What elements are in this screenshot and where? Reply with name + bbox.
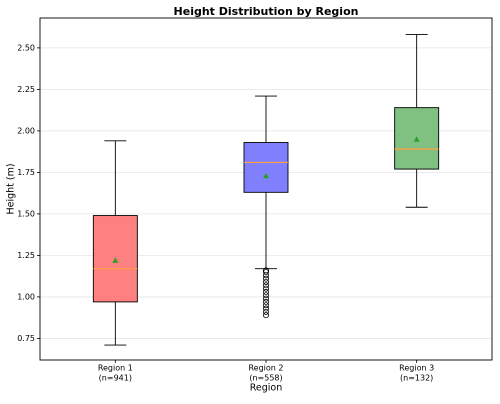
- outlier: [262, 278, 269, 285]
- mean-marker: [112, 257, 119, 263]
- outlier: [262, 269, 269, 276]
- mean-marker: [263, 172, 269, 179]
- chart-title: Height Distribution by Region: [174, 5, 359, 18]
- x-tick-sublabel: (n=558): [249, 374, 282, 383]
- x-axis-label: Region: [250, 383, 283, 394]
- x-tick-label: Region 2: [248, 364, 283, 373]
- y-tick-label: 2.50: [17, 43, 35, 52]
- outlier: [262, 275, 269, 282]
- x-tick-label: Region 1: [98, 364, 133, 373]
- outlier: [262, 298, 269, 305]
- y-tick-label: 2.25: [17, 85, 35, 94]
- y-tick-label: 1.50: [17, 209, 35, 218]
- y-tick-label: 2.00: [17, 126, 35, 135]
- y-tick-label: 0.75: [17, 334, 35, 343]
- outlier: [262, 285, 269, 292]
- x-tick-sublabel: (n=941): [99, 374, 132, 383]
- y-axis-label: Height (m): [6, 163, 17, 214]
- outlier: [262, 302, 269, 309]
- y-tick-label: 1.00: [17, 292, 35, 301]
- outlier: [262, 272, 269, 279]
- mean-marker: [413, 136, 420, 142]
- x-tick-label: Region 3: [399, 364, 434, 373]
- outlier: [262, 292, 269, 299]
- x-tick-sublabel: (n=132): [400, 374, 433, 383]
- outlier: [262, 305, 269, 312]
- outlier: [262, 282, 269, 289]
- plot-frame: [39, 17, 493, 361]
- y-tick-label: 1.25: [17, 251, 35, 260]
- outlier: [262, 308, 269, 315]
- outlier: [262, 312, 269, 319]
- y-tick-label: 1.75: [17, 168, 35, 177]
- outlier: [262, 288, 269, 295]
- box: [243, 142, 289, 193]
- outlier: [262, 295, 269, 302]
